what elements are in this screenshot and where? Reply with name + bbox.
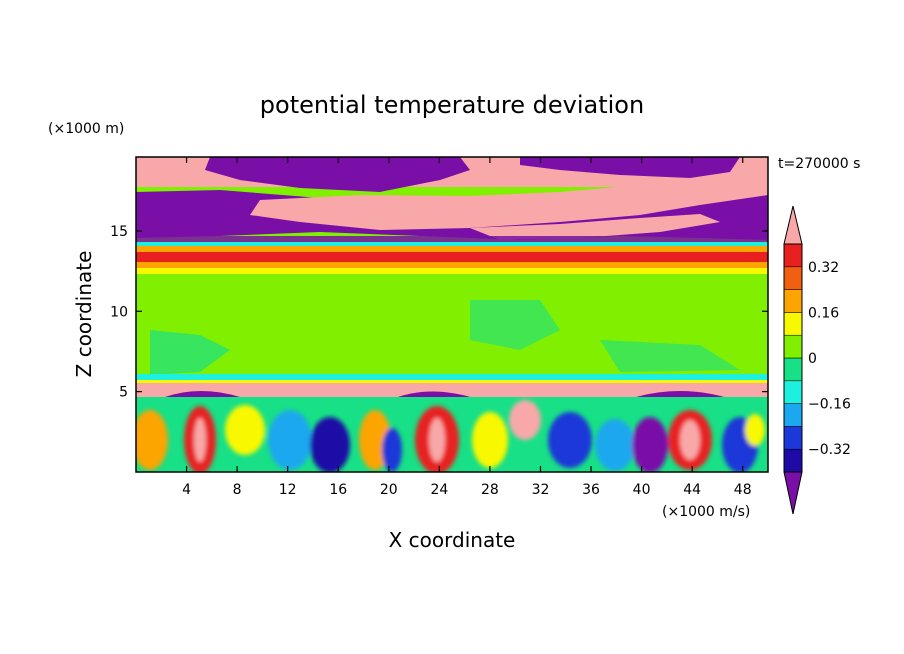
y-tick-label-15: 15 [110,224,128,240]
x-tick-label-4: 4 [182,482,191,498]
colorbar-band-1 [783,426,803,450]
colorbar-extend-bottom [783,471,803,515]
x-tick-label-40: 40 [633,482,651,498]
colorbar-frame [783,243,803,473]
y-axis-ticks: 5 10 15 [110,224,768,401]
y-unit-label: (×1000 m) [48,121,124,137]
x-tick-label-44: 44 [683,482,701,498]
x-tick-label-32: 32 [532,482,550,498]
field-band-purple-line [136,236,768,244]
field-band-cyan [136,242,768,246]
colorbar-band-4 [783,357,803,382]
x-unit-label: (×1000 m/s) [662,504,750,520]
colorbar-tick-label-2: 0 [808,351,817,367]
x-tick-label-36: 36 [582,482,600,498]
x-axis-label: X coordinate [389,528,516,552]
field-bl-blobs [136,400,765,472]
field-band-red [136,252,768,262]
colorbar: 0.32 0.16 0 −0.16 −0.32 [783,205,851,515]
colorbar-band-2 [783,403,803,427]
chart-title: potential temperature deviation [260,91,644,119]
colorbar-tick-label-3: −0.16 [808,397,851,413]
colorbar-band-0 [783,448,803,473]
x-tick-label-24: 24 [430,482,448,498]
field-band-orange [136,246,768,252]
plot-frame [135,156,769,473]
x-tick-label-20: 20 [380,482,398,498]
colorbar-tick-label-1: 0.16 [808,305,839,321]
x-tick-label-16: 16 [329,482,347,498]
x-tick-label-48: 48 [734,482,752,498]
field-low-yellow-line [136,380,768,383]
y-tick-label-10: 10 [110,304,128,320]
x-tick-label-12: 12 [279,482,297,498]
colorbar-band-3 [783,380,803,404]
contour-field [136,157,768,472]
field-band-orange-2 [136,262,768,268]
field-low-pink [136,383,768,397]
colorbar-band-7 [783,289,803,313]
field-band-yellow [136,268,768,274]
colorbar-extend-top [783,205,803,245]
x-tick-label-28: 28 [481,482,499,498]
y-axis-label: Z coordinate [72,251,96,378]
colorbar-band-6 [783,312,803,336]
field-low-cyan [136,374,768,382]
field-upper-pink-band-2 [470,214,720,240]
colorbar-band-8 [783,266,803,290]
field-mid-teal-2 [470,300,560,350]
colorbar-band-5 [783,334,803,359]
field-top-purple-2 [520,157,740,178]
time-label: t=270000 s [778,156,860,172]
colorbar-tick-label-4: −0.32 [808,442,851,458]
field-low-purple-1 [165,391,240,397]
field-top-purple-1 [205,157,470,192]
field-mid-teal-3 [600,340,740,372]
x-tick-label-8: 8 [233,482,242,498]
colorbar-band-9 [783,243,803,268]
y-tick-label-5: 5 [119,385,128,401]
field-upper-pink-band [250,180,768,230]
x-axis-ticks: 4 8 12 16 20 24 28 32 36 40 44 48 [182,157,752,498]
field-mid-teal-1 [150,330,230,375]
colorbar-tick-label-0: 0.32 [808,260,839,276]
